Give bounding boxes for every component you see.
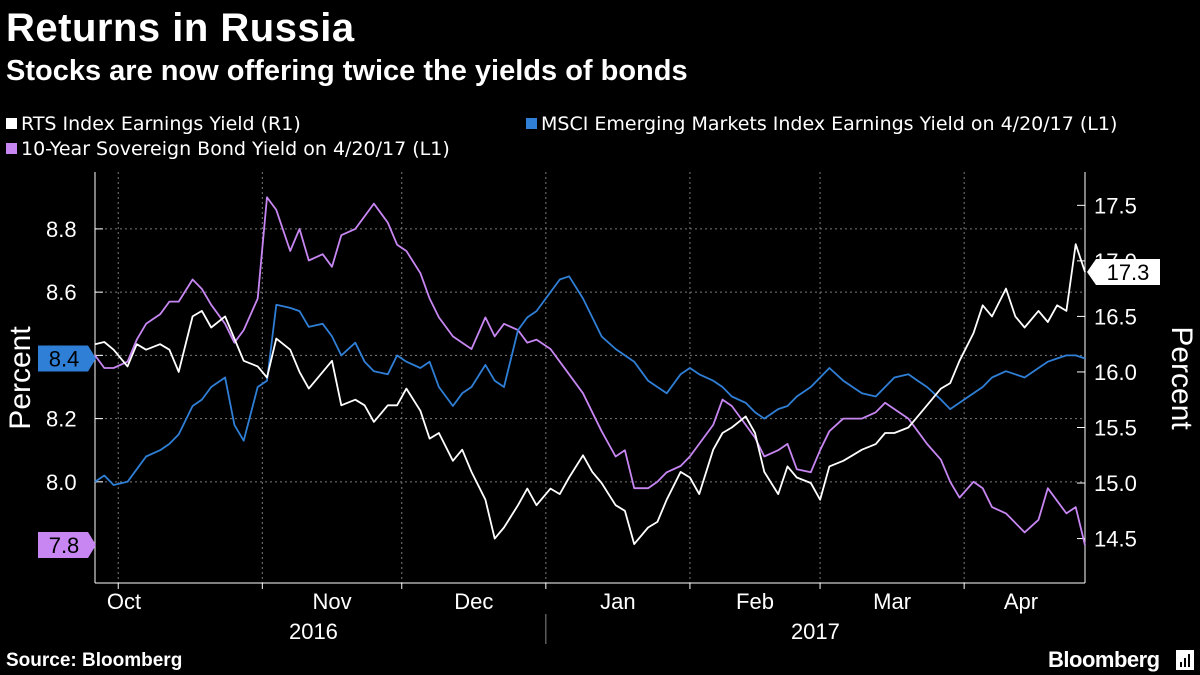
msci-last-value-flag xyxy=(38,345,96,372)
rts-last-value-flag xyxy=(1087,258,1160,285)
chart-labels: 8.08.28.48.68.814.515.015.516.016.517.01… xyxy=(4,193,1198,644)
left-tick-label: 8.8 xyxy=(46,217,77,242)
chart-subtitle: Stocks are now offering twice the yields… xyxy=(6,55,688,87)
month-label: Nov xyxy=(312,589,351,614)
legend-item-msci: MSCI Emerging Markets Index Earnings Yie… xyxy=(526,113,1117,135)
year-label: 2017 xyxy=(791,619,840,644)
legend-label-bond: 10-Year Sovereign Bond Yield on 4/20/17 … xyxy=(21,138,450,160)
right-axis-title: Percent xyxy=(1165,326,1198,430)
chart-series xyxy=(94,196,1086,546)
right-tick-label: 14.5 xyxy=(1094,527,1137,552)
series-line-rts xyxy=(94,243,1086,545)
source-note: Source: Bloomberg xyxy=(6,650,183,671)
series-line-bond xyxy=(94,196,1086,546)
year-label: 2016 xyxy=(289,619,338,644)
msci-last-value-flag-label: 8.4 xyxy=(49,347,80,372)
rts-last-value-flag-label: 17.3 xyxy=(1107,260,1150,285)
legend-swatch-rts xyxy=(6,118,17,129)
left-axis-title: Percent xyxy=(4,326,37,430)
right-tick-label: 15.0 xyxy=(1094,471,1137,496)
legend-item-rts: RTS Index Earnings Yield (R1) xyxy=(6,113,301,135)
legend-label-msci: MSCI Emerging Markets Index Earnings Yie… xyxy=(541,113,1118,135)
brand-logo-text: Bloomberg xyxy=(1048,647,1160,672)
month-label: Jan xyxy=(600,589,635,614)
bar-chart-icon xyxy=(1176,650,1194,670)
right-tick-label: 17.5 xyxy=(1094,193,1137,218)
month-label: Feb xyxy=(736,589,774,614)
month-label: Mar xyxy=(873,589,911,614)
legend-item-bond: 10-Year Sovereign Bond Yield on 4/20/17 … xyxy=(6,138,450,160)
bond-last-value-flag xyxy=(38,532,96,559)
month-label: Oct xyxy=(107,589,141,614)
right-tick-label: 16.5 xyxy=(1094,304,1137,329)
left-tick-label: 8.2 xyxy=(46,407,77,432)
month-label: Dec xyxy=(454,589,493,614)
series-line-msci xyxy=(94,275,1086,486)
right-tick-label: 15.5 xyxy=(1094,415,1137,440)
legend-swatch-msci xyxy=(526,118,537,129)
chart-title: Returns in Russia xyxy=(6,6,355,50)
chart-axes xyxy=(94,172,1086,644)
left-tick-label: 8.6 xyxy=(46,280,77,305)
chart-grid xyxy=(95,172,1085,583)
left-tick-label: 8.0 xyxy=(46,470,77,495)
month-label: Apr xyxy=(1004,589,1038,614)
legend-label-rts: RTS Index Earnings Yield (R1) xyxy=(21,113,301,135)
bond-last-value-flag-label: 7.8 xyxy=(49,533,80,558)
right-tick-label: 16.0 xyxy=(1094,360,1137,385)
legend-swatch-bond xyxy=(6,143,17,154)
